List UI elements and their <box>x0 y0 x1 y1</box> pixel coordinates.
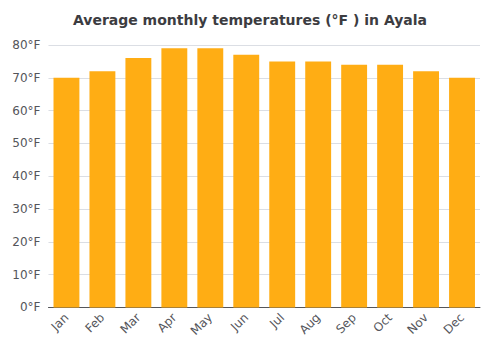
svg-text:60°F: 60°F <box>12 104 40 118</box>
svg-text:Oct: Oct <box>370 310 395 335</box>
svg-text:Jul: Jul <box>266 311 287 332</box>
svg-text:50°F: 50°F <box>12 136 40 150</box>
svg-text:10°F: 10°F <box>12 268 40 282</box>
svg-text:Mar: Mar <box>117 310 143 336</box>
svg-text:Aug: Aug <box>297 311 323 337</box>
svg-text:40°F: 40°F <box>12 169 40 183</box>
svg-text:Sep: Sep <box>333 311 359 337</box>
svg-text:Dec: Dec <box>441 311 467 337</box>
svg-text:Feb: Feb <box>82 311 107 336</box>
svg-text:May: May <box>188 311 215 338</box>
svg-text:80°F: 80°F <box>12 38 40 52</box>
svg-text:Apr: Apr <box>155 310 180 335</box>
svg-text:0°F: 0°F <box>20 300 41 314</box>
svg-text:70°F: 70°F <box>12 71 40 85</box>
svg-text:20°F: 20°F <box>12 235 40 249</box>
svg-text:Jun: Jun <box>227 311 251 335</box>
svg-text:Jan: Jan <box>48 311 72 335</box>
svg-text:Nov: Nov <box>405 311 431 337</box>
svg-text:Average monthly temperatures (: Average monthly temperatures (°F ) in Ay… <box>73 12 427 28</box>
svg-text:30°F: 30°F <box>12 202 40 216</box>
